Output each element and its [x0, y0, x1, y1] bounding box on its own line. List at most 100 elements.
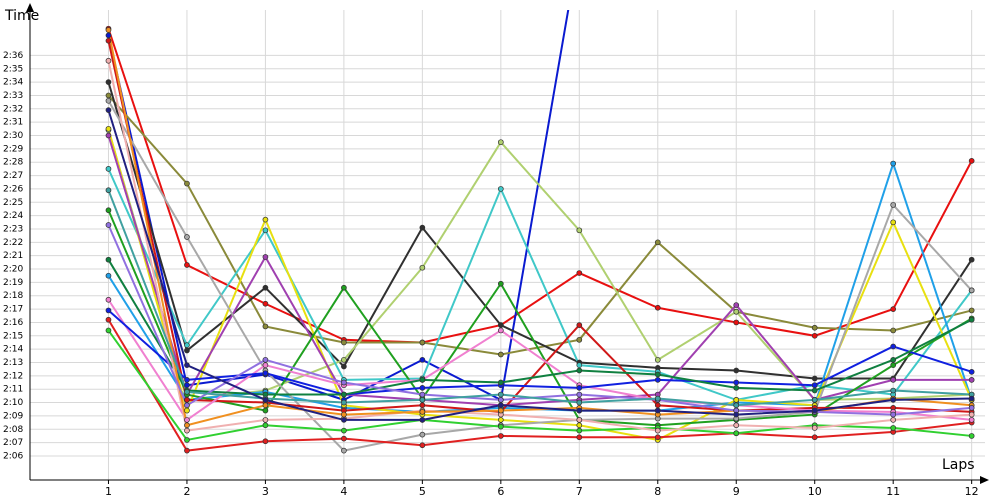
data-point — [419, 431, 426, 438]
data-point — [419, 397, 426, 403]
data-point — [105, 57, 112, 64]
data-point — [262, 216, 269, 223]
data-point — [419, 442, 426, 449]
data-point — [105, 222, 112, 228]
data-point — [811, 332, 818, 339]
y-tick-label: 2:18 — [3, 291, 23, 301]
data-point — [105, 37, 112, 44]
y-tick-label: 2:06 — [3, 451, 23, 461]
x-tick-label: 5 — [419, 485, 426, 498]
data-point — [262, 438, 269, 445]
plot — [105, 10, 975, 454]
data-point — [105, 97, 112, 104]
data-point — [341, 391, 347, 398]
y-tick-label: 2:32 — [3, 104, 23, 114]
data-point — [262, 370, 269, 377]
data-point — [497, 322, 504, 328]
data-point — [968, 316, 975, 323]
data-point — [341, 411, 347, 418]
data-point — [497, 327, 504, 334]
data-point — [184, 427, 190, 434]
data-point — [733, 367, 740, 374]
data-point — [105, 132, 112, 139]
data-point — [341, 447, 347, 454]
data-point — [184, 407, 190, 414]
x-tick-label: 2 — [183, 485, 190, 498]
series-line — [107, 100, 973, 452]
series-line — [107, 189, 972, 407]
y-tick-label: 2:21 — [3, 251, 23, 261]
data-point — [968, 405, 975, 411]
y-tick-label: 2:07 — [3, 438, 23, 448]
data-point — [184, 402, 190, 409]
y-tick-label: 2:30 — [3, 131, 23, 141]
data-point — [968, 395, 975, 402]
data-point — [968, 411, 975, 418]
series-line — [107, 309, 972, 396]
data-point — [890, 425, 897, 431]
data-point — [890, 397, 897, 403]
series-line — [107, 81, 973, 380]
data-point — [576, 227, 583, 234]
y-tick-label: 2:14 — [3, 345, 23, 355]
data-point — [419, 417, 426, 423]
data-point — [184, 422, 190, 429]
data-point — [105, 92, 112, 99]
y-tick-label: 2:19 — [3, 278, 23, 288]
data-point — [105, 32, 112, 39]
y-tick-label: 2:13 — [3, 358, 23, 368]
data-point — [262, 417, 269, 423]
data-point — [654, 395, 661, 402]
x-tick-label: 6 — [497, 485, 504, 498]
data-point — [654, 356, 661, 363]
x-tick-label: 9 — [733, 485, 740, 498]
data-point — [811, 324, 818, 331]
y-tick-label: 2:33 — [3, 91, 23, 101]
data-point — [890, 387, 897, 394]
y-axis-label: Time — [4, 8, 39, 24]
data-point — [419, 264, 426, 271]
y-tick-label: 2:34 — [3, 78, 23, 88]
y-tick-label: 2:16 — [3, 318, 23, 328]
data-point — [968, 417, 975, 423]
data-point — [890, 417, 897, 423]
x-axis-label: Laps — [942, 457, 975, 473]
data-point — [654, 377, 661, 383]
y-tick-label: 2:36 — [3, 51, 23, 61]
data-point — [890, 343, 897, 350]
x-tick-label: 1 — [105, 485, 112, 498]
data-point — [419, 339, 426, 346]
data-point — [576, 422, 583, 429]
series-line — [107, 40, 972, 413]
data-point — [184, 377, 190, 383]
data-point — [811, 382, 818, 389]
data-point — [968, 377, 975, 383]
data-point — [105, 125, 112, 132]
data-point — [341, 356, 347, 363]
data-point — [733, 319, 740, 326]
data-point — [341, 399, 347, 406]
data-point — [811, 375, 818, 382]
series-line — [107, 109, 972, 421]
data-point — [733, 308, 740, 315]
data-point — [184, 180, 190, 187]
data-point — [811, 407, 818, 414]
data-point — [968, 287, 975, 294]
series-line — [107, 129, 972, 401]
x-tick-label: 3 — [262, 485, 269, 498]
data-point — [497, 423, 504, 430]
y-tick-label: 2:23 — [3, 224, 23, 234]
y-tick-label: 2:31 — [3, 118, 23, 128]
data-point — [497, 402, 504, 409]
y-tick-label: 2:28 — [3, 158, 23, 168]
data-point — [576, 434, 583, 441]
y-tick-label: 2:25 — [3, 198, 23, 208]
data-point — [262, 362, 269, 369]
data-point — [968, 307, 975, 314]
data-point — [262, 284, 269, 291]
data-point — [811, 387, 818, 394]
data-point — [733, 422, 740, 429]
series-line — [107, 94, 972, 356]
y-tick-label: 2:10 — [3, 398, 23, 408]
data-point — [733, 430, 740, 437]
